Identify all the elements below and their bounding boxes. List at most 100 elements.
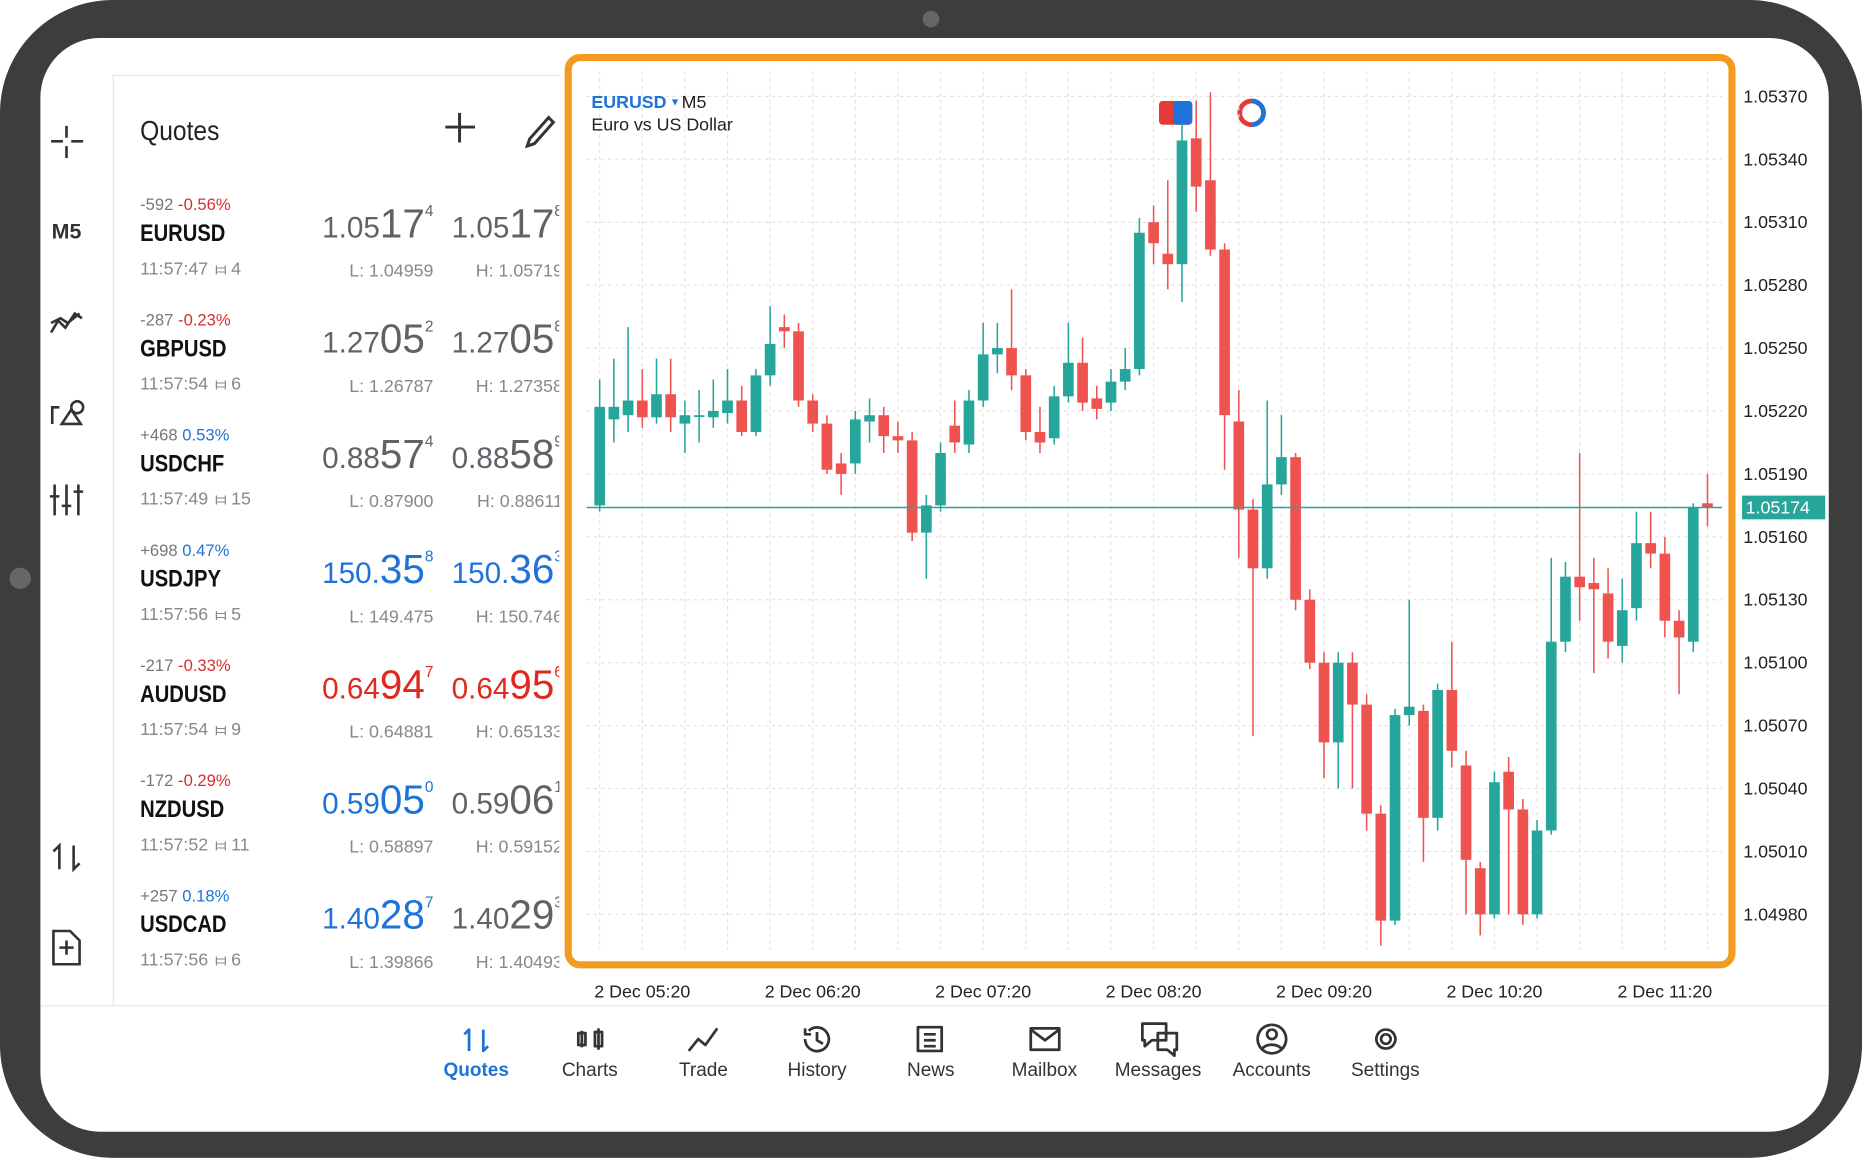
time: 11:57:47 ⧦ 4 bbox=[140, 259, 241, 279]
nav-label[interactable]: Quotes bbox=[443, 1060, 509, 1081]
candle-body bbox=[977, 354, 989, 401]
quote-time: 11:57:49 bbox=[140, 489, 209, 510]
ask-part: 1.40 bbox=[451, 902, 510, 936]
trade-icon[interactable] bbox=[52, 842, 81, 873]
spread: 5 bbox=[231, 604, 242, 625]
change-percent: 0.47% bbox=[182, 540, 230, 560]
bid-part: 28 bbox=[379, 893, 425, 939]
ask-part: 0.59 bbox=[451, 787, 510, 821]
quote-row[interactable]: +257 0.18%USDCAD11:57:56⧦61.402871.40293… bbox=[114, 886, 559, 1001]
spread-icon: ⧦ bbox=[215, 719, 227, 740]
candle-body bbox=[1091, 398, 1103, 409]
bid-part: 0.59 bbox=[322, 787, 380, 821]
candle-body bbox=[1276, 457, 1287, 485]
quote-row[interactable]: +698 0.47%USDJPY11:57:56⧦5150.358150.363… bbox=[114, 540, 559, 655]
chart-header-icons bbox=[1159, 98, 1266, 128]
time: 11:57:56 ⧦ 6 bbox=[140, 950, 241, 970]
candle-body bbox=[793, 331, 804, 401]
y-tick-label: 1.05340 bbox=[1743, 149, 1807, 169]
quotes-panel: Quotes -592 -0.56% EURUSD 11:57:47 ⧦ 4 1.0517… bbox=[112, 74, 560, 1006]
day-low: L: 1.39866 bbox=[349, 952, 434, 973]
bid-price: 0.64947 bbox=[322, 663, 433, 709]
day-low: L: 0.64881 bbox=[349, 722, 434, 743]
ask-part: 0.64 bbox=[451, 672, 510, 706]
candle-body bbox=[778, 327, 790, 332]
nav-icon bbox=[1029, 1027, 1061, 1052]
objects-icon[interactable] bbox=[50, 400, 85, 426]
x-tick-label: 2 Dec 07:20 bbox=[935, 982, 1031, 1002]
x-tick-label: 2 Dec 05:20 bbox=[594, 982, 690, 1002]
spread-icon: ⧦ bbox=[215, 258, 227, 280]
candle-body bbox=[1247, 509, 1259, 569]
y-tick-label: 1.05280 bbox=[1743, 275, 1807, 295]
candle-body bbox=[1077, 362, 1088, 403]
nav-label[interactable]: History bbox=[787, 1060, 847, 1081]
day-high: H: 1.05719 bbox=[475, 261, 560, 282]
ask-part: 95 bbox=[509, 662, 555, 708]
edit-icon[interactable] bbox=[524, 115, 556, 149]
nav-label[interactable]: Accounts bbox=[1232, 1060, 1311, 1081]
spread: 6 bbox=[231, 374, 242, 395]
quote-row[interactable]: -172 -0.29% NZDUSD 11:57:52 ⧦ 11 0.59050 0.590… bbox=[114, 771, 559, 886]
spread-icon: ⧦ bbox=[215, 489, 227, 510]
bid-part: 8 bbox=[424, 547, 434, 566]
bid-part: 35 bbox=[379, 547, 425, 593]
panel-actions bbox=[445, 112, 556, 149]
quote-row[interactable]: -592 -0.56% EURUSD 11:57:47 ⧦ 4 1.05174 1.0517… bbox=[114, 195, 559, 310]
change: -592 -0.56% bbox=[140, 195, 231, 214]
crosshair-icon[interactable] bbox=[51, 125, 84, 158]
symbol: USDCAD bbox=[140, 912, 227, 939]
candle-body bbox=[1134, 232, 1145, 370]
candle-body bbox=[1574, 576, 1586, 588]
nav-label[interactable]: News bbox=[906, 1060, 955, 1081]
candle-body bbox=[1006, 348, 1017, 376]
change-points: -592 bbox=[140, 194, 174, 214]
chart-symbol: EURUSD bbox=[591, 92, 666, 112]
candle-body bbox=[1347, 662, 1358, 705]
chart-timeframe: M5 bbox=[682, 92, 707, 112]
new-order-icon[interactable] bbox=[52, 929, 81, 966]
nav-label[interactable]: Trade bbox=[678, 1060, 728, 1081]
spread: 9 bbox=[231, 719, 242, 740]
nav-label[interactable]: Messages bbox=[1114, 1060, 1202, 1081]
candle-body bbox=[594, 406, 606, 506]
quote-row[interactable]: -217 -0.33% AUDUSD 11:57:54 ⧦ 9 0.64947 0.6495… bbox=[114, 656, 559, 771]
nav-label[interactable]: Charts bbox=[561, 1060, 618, 1081]
candle-body bbox=[1375, 813, 1387, 921]
ask-price: 150.363 bbox=[452, 547, 560, 593]
nav-icon bbox=[576, 1028, 604, 1050]
quote-row[interactable]: -287 -0.23% GBPUSD 11:57:54 ⧦ 6 1.27052 1.2705… bbox=[114, 310, 559, 425]
quote-row[interactable]: +468 0.53% USDCHF 11:57:49 ⧦ 15 0.88574 0.8858… bbox=[114, 425, 559, 540]
candle-body bbox=[807, 400, 819, 424]
nav-label[interactable]: Mailbox bbox=[1011, 1060, 1078, 1081]
x-tick-label: 2 Dec 09:20 bbox=[1276, 982, 1372, 1002]
add-icon[interactable] bbox=[445, 112, 475, 143]
x-tick-label: 2 Dec 11:20 bbox=[1618, 982, 1713, 1002]
bid-price: 1.05174 bbox=[322, 202, 433, 248]
bid-price: 0.59050 bbox=[322, 778, 433, 824]
candle-body bbox=[750, 375, 762, 432]
day-low: L: 149.475 bbox=[349, 606, 434, 627]
candle-body bbox=[1389, 715, 1401, 921]
ask-part: 150. bbox=[451, 556, 510, 591]
day-high: H: 1.27358 bbox=[475, 376, 560, 397]
y-tick-label: 1.04980 bbox=[1743, 904, 1807, 924]
timeframe-button[interactable]: M5 bbox=[52, 220, 82, 244]
spread: 15 bbox=[231, 489, 251, 510]
candle-body bbox=[1531, 830, 1543, 915]
candle-body bbox=[636, 400, 648, 418]
ask-price: 1.05178 bbox=[452, 202, 560, 248]
ask-part: 1 bbox=[554, 778, 559, 796]
dropdown-arrow: ▼ bbox=[670, 97, 681, 109]
x-tick-label: 2 Dec 10:20 bbox=[1446, 982, 1542, 1002]
nav-icon bbox=[463, 1028, 490, 1053]
settings-icon[interactable] bbox=[49, 484, 84, 516]
candle-body bbox=[1560, 576, 1571, 642]
screen bbox=[40, 38, 1829, 1132]
bid-part: 94 bbox=[379, 662, 425, 708]
candle-body bbox=[1020, 375, 1032, 432]
nav-label[interactable]: Settings bbox=[1351, 1060, 1420, 1081]
indicators-icon[interactable] bbox=[49, 311, 83, 334]
